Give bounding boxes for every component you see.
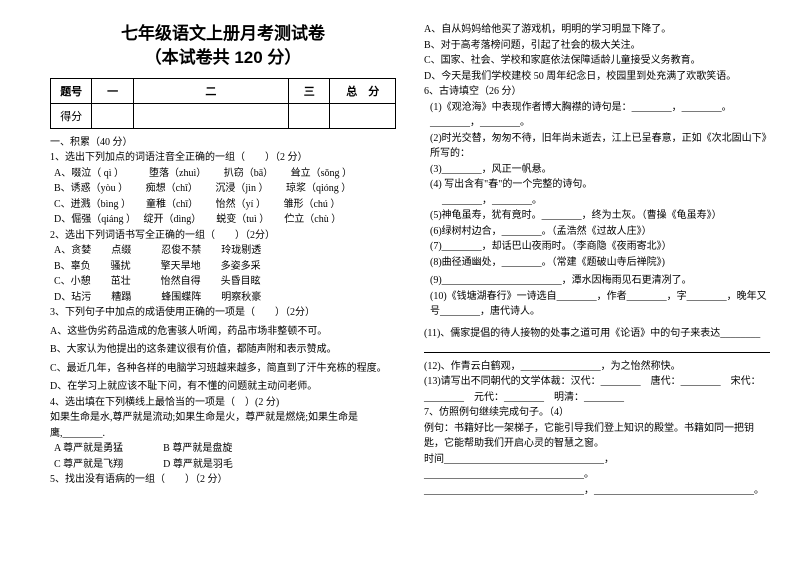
opt: A 尊严就是勇猛 B 尊严就是盘旋 — [54, 441, 396, 457]
exam-title: 七年级语文上册月考测试卷 （本试卷共 120 分） — [50, 22, 396, 70]
th-num: 题号 — [51, 78, 92, 103]
q4-options: A 尊严就是勇猛 B 尊严就是盘旋 C 尊严就是飞翔 D 尊严就是羽毛 — [50, 441, 396, 472]
q5a: A、自从妈妈给他买了游戏机，明明的学习明显下降了。 — [424, 22, 770, 38]
q5c: C、国家、社会、学校和家庭依法保障适龄儿童接受义务教育。 — [424, 53, 770, 69]
score-table: 题号 一 二 三 总 分 得分 — [50, 78, 396, 129]
q6-4b: ________，________。 — [424, 193, 770, 209]
opt: D、倔强（qiáng ） 绽开（dìng） 蜕变（tuì ） 伫立（chù ） — [54, 212, 396, 228]
q2: 2、选出下列词语书写全正确的一组（ ）（2分） — [50, 228, 396, 244]
q7-time2: ________________________________，_______… — [424, 483, 770, 499]
q5: 5、找出没有语病的一组（ ）（2 分） — [50, 472, 396, 488]
q7: 7、仿照例句继续完成句子。（4） — [424, 405, 770, 421]
q6-8: (8)曲径通幽处，________。（常建《题破山寺后禅院》) — [424, 255, 770, 271]
q11: (11)、儒家提倡的待人接物的处事之道可用《论语》中的句子来表达________ — [424, 326, 770, 342]
q6-4: (4) 写出含有"春"的一个完整的诗句。 — [424, 177, 770, 193]
opt: A、啜泣（ qì ） 堕落（zhuì） 扒窃（bā） 耸立（sǒng ） — [54, 166, 396, 182]
q3a: A、这些伪劣药品造成的危害骇人听闻，药品市场非整顿不可。 — [50, 324, 396, 340]
opt: D、玷污 糟蹋 蜂围蝶阵 明察秋豪 — [54, 290, 396, 306]
title-line-2: （本试卷共 120 分） — [50, 46, 396, 70]
q7-time: 时间________________________________，_____… — [424, 452, 770, 483]
q12: (12)、作青云白鹤观，________________，为之怡然称快。 — [424, 359, 770, 375]
opt: B、辜负 骚扰 擎天旱地 多姿多采 — [54, 259, 396, 275]
q6: 6、古诗填空（26 分） — [424, 84, 770, 100]
q3b: B、大家认为他提出的这条建议很有价值，都随声附和表示赞成。 — [50, 342, 396, 358]
q6-9: (9)________________________，潭水因梅雨见石更清冽了。 — [424, 273, 770, 289]
th-total: 总 分 — [330, 78, 396, 103]
section-1: 一、积累（40 分） — [50, 135, 396, 151]
q13: (13)请写出不同朝代的文学体裁：汉代：________ 唐代：________… — [424, 374, 770, 405]
q5d: D、今天是我们学校建校 50 周年纪念日，校园里到处充满了欢歌笑语。 — [424, 69, 770, 85]
opt: C、小憩 茁壮 怡然自得 头昏目眩 — [54, 274, 396, 290]
q5b: B、对于高考落榜问题，引起了社会的极大关注。 — [424, 38, 770, 54]
q1: 1、选出下列加点的词语注音全正确的一组（ ）（2 分） — [50, 150, 396, 166]
q1-options: A、啜泣（ qì ） 堕落（zhuì） 扒窃（bā） 耸立（sǒng ） B、诱… — [50, 166, 396, 228]
q6-5: (5)神龟虽寿，犹有竟时。________，终为土灰。（曹操《龟虽寿》） — [424, 208, 770, 224]
table-row: 题号 一 二 三 总 分 — [51, 78, 396, 103]
q4: 4、选出填在下列横线上最恰当的一项是（ ）(2 分) — [50, 395, 396, 411]
q4-prompt: 如果生命是水,尊严就是流动;如果生命是火，尊严就是燃烧;如果生命是鹰,_____… — [50, 410, 396, 441]
q7-example: 例句：书籍好比一架梯子，它能引导我们登上知识的殿堂。书籍如同一把钥匙，它能帮助我… — [424, 421, 770, 452]
opt: C、迸溅（bìng ） 童稚（chī） 怡然（yí ） 雏形（chú ） — [54, 197, 396, 213]
td-score: 得分 — [51, 103, 92, 128]
opt: A、贪婪 点缀 忍俊不禁 玲珑剔透 — [54, 243, 396, 259]
q3c: C、最近几年，各种各样的电脑学习班越来越多，简直到了汗牛充栋的程度。 — [50, 361, 396, 377]
th-2: 二 — [133, 78, 288, 103]
q6-6: (6)绿树村边合，________。（孟浩然《过故人庄》） — [424, 224, 770, 240]
q6-2: (2)时光交替，匆匆不待，旧年尚未逝去，江上已呈春意，正如《次北固山下》所写的： — [424, 131, 770, 162]
table-row: 得分 — [51, 103, 396, 128]
opt: C 尊严就是飞翔 D 尊严就是羽毛 — [54, 457, 396, 473]
q6-10: (10)《钱塘湖春行》一诗选自________，作者________，字____… — [424, 289, 770, 320]
q11-blank — [424, 341, 770, 359]
th-1: 一 — [92, 78, 133, 103]
q3d: D、在学习上就应该不耻下问，有不懂的问题就主动问老师。 — [50, 379, 396, 395]
q6-7: (7)________，却话巴山夜雨时。（李商隐《夜雨寄北》） — [424, 239, 770, 255]
th-3: 三 — [289, 78, 330, 103]
opt: B、诱惑（yòu ） 痴想（chī） 沉浸（jìn ） 琼浆（qióng ） — [54, 181, 396, 197]
q6-1: (1)《观沧海》中表现作者博大胸襟的诗句是：________，________。… — [424, 100, 770, 131]
q2-options: A、贪婪 点缀 忍俊不禁 玲珑剔透 B、辜负 骚扰 擎天旱地 多姿多采 C、小憩… — [50, 243, 396, 305]
q6-3: (3)________，风正一帆悬。 — [424, 162, 770, 178]
title-line-1: 七年级语文上册月考测试卷 — [50, 22, 396, 46]
left-column: 七年级语文上册月考测试卷 （本试卷共 120 分） 题号 一 二 三 总 分 得… — [50, 22, 396, 498]
right-column: A、自从妈妈给他买了游戏机，明明的学习明显下降了。 B、对于高考落榜问题，引起了… — [424, 22, 770, 498]
q3: 3、下列句子中加点的成语使用正确的一项是（ ）（2分） — [50, 305, 396, 321]
